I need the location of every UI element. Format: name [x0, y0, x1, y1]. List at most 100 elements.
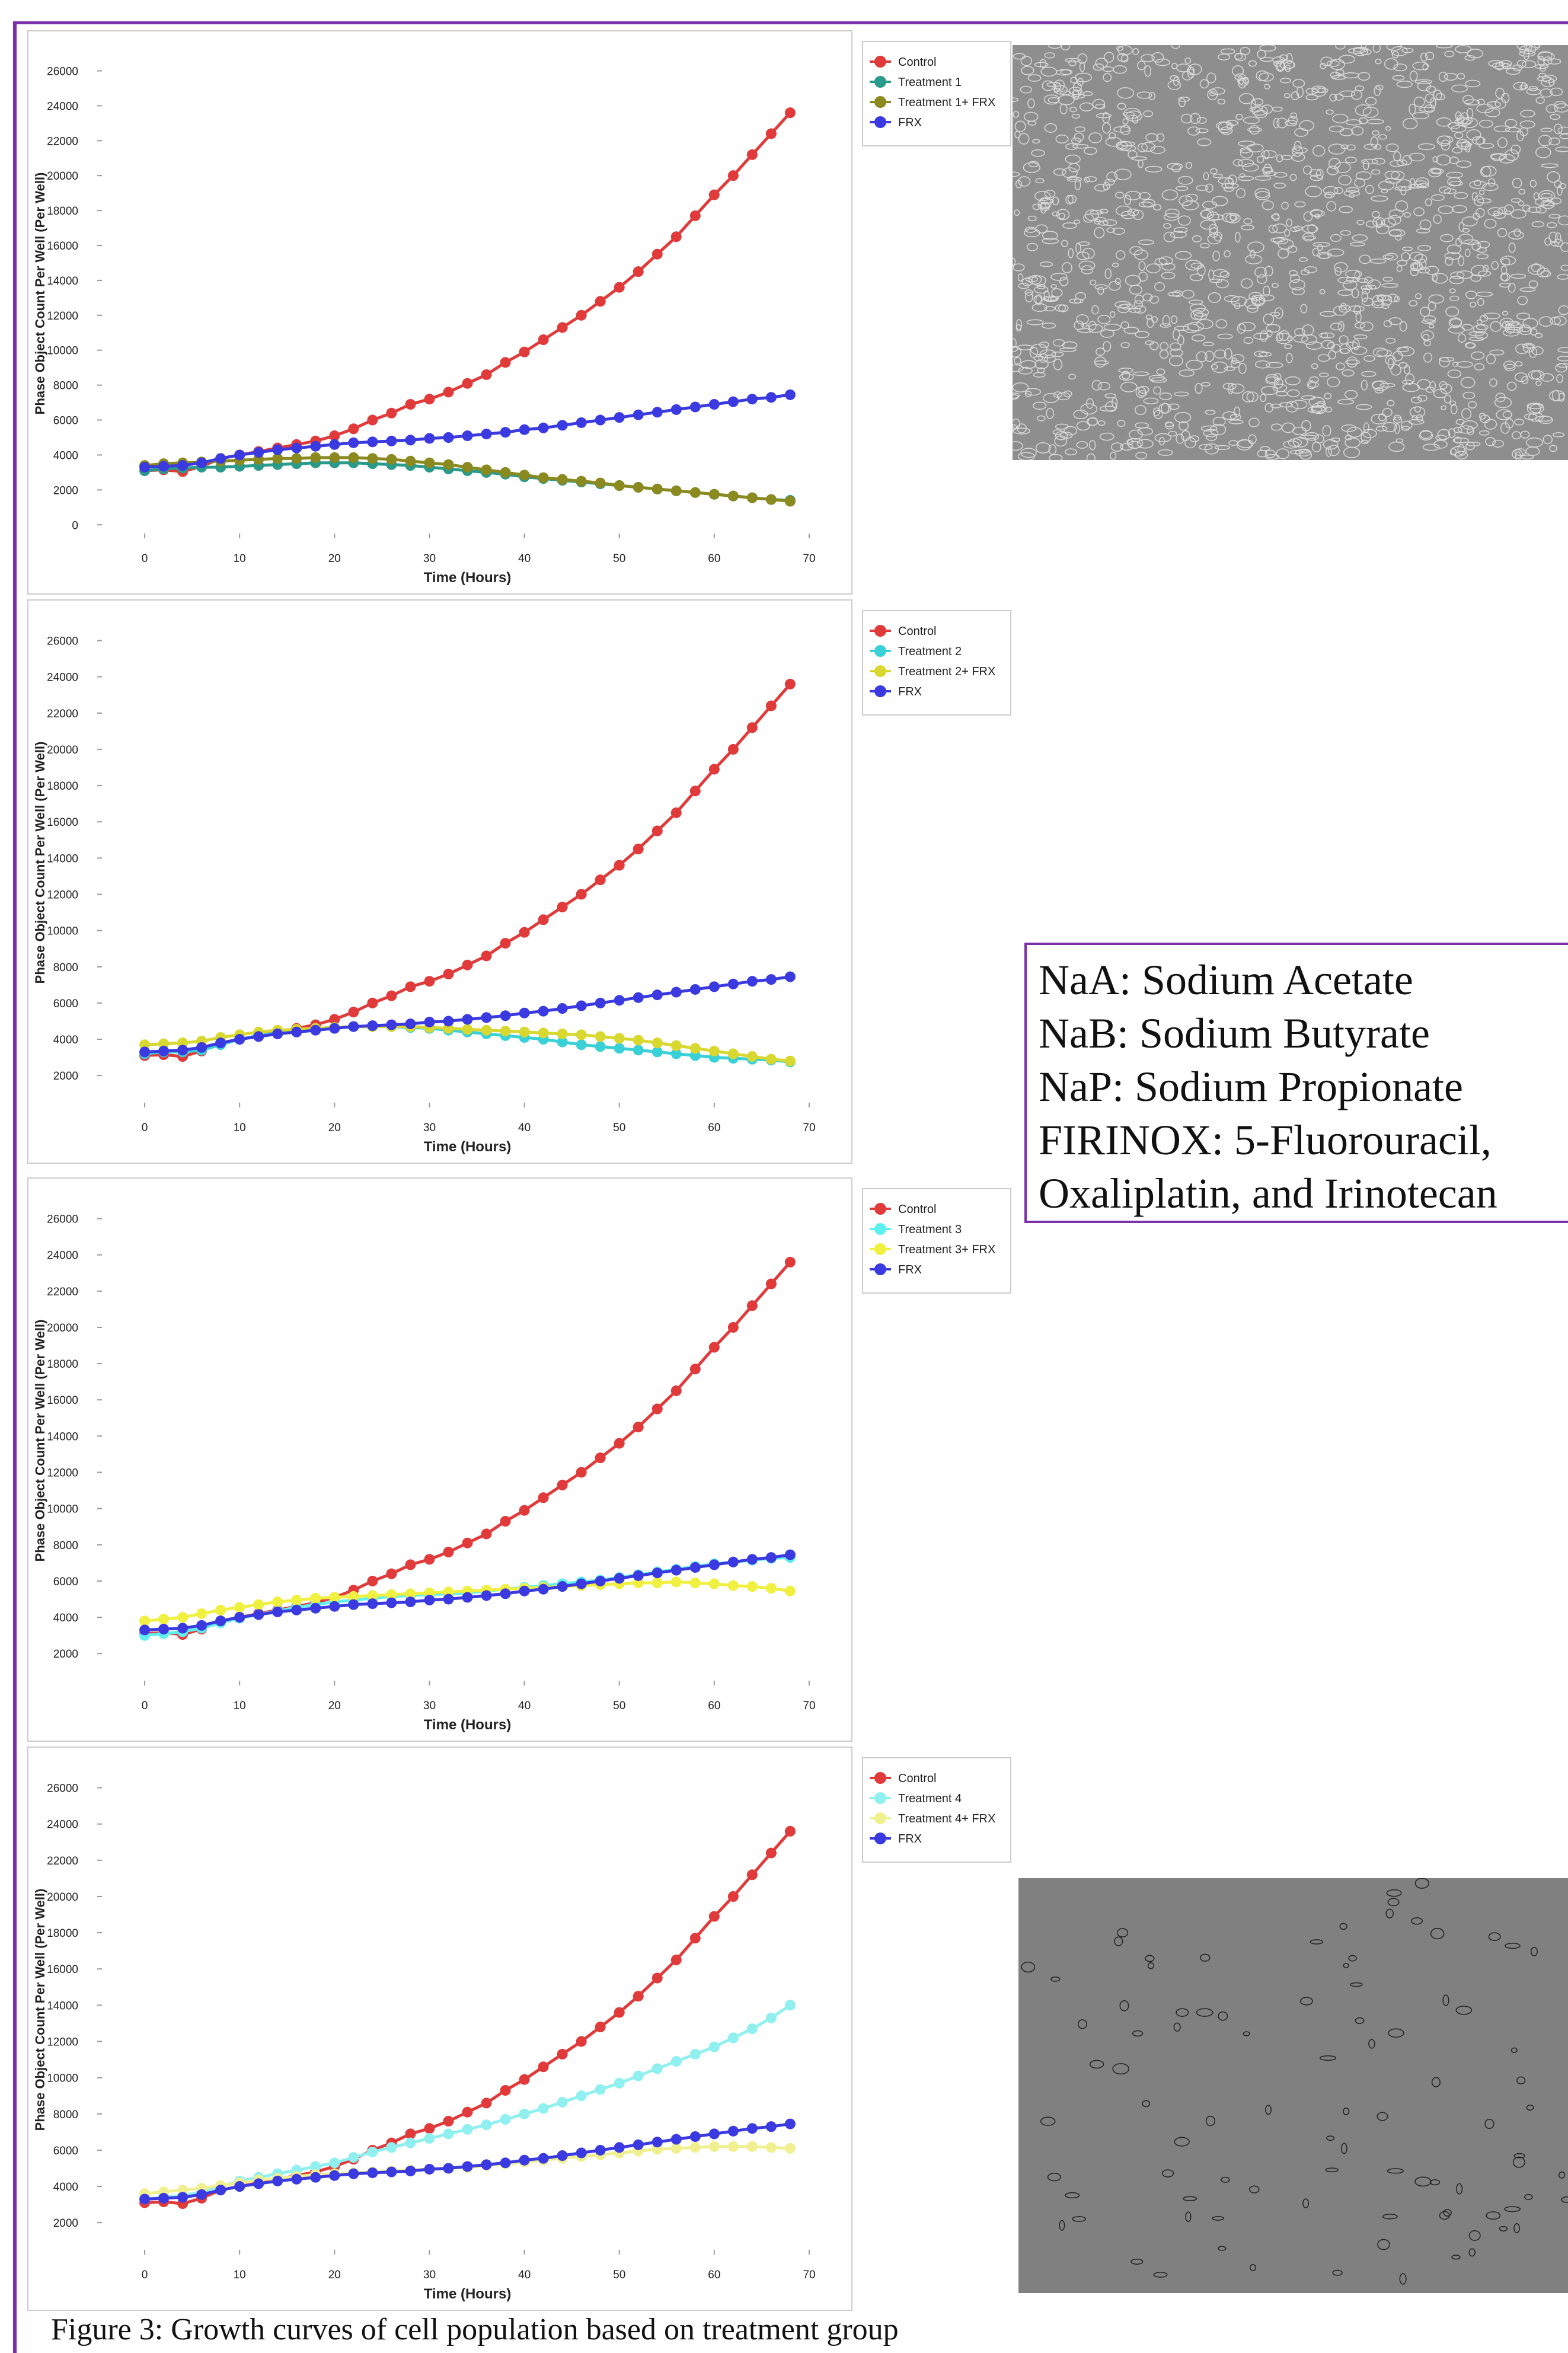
data-point [272, 2176, 283, 2186]
data-point [481, 1590, 492, 1601]
data-point [462, 430, 473, 441]
data-point [766, 1279, 777, 1289]
legend-box [863, 611, 1011, 715]
data-point [481, 950, 492, 961]
data-point [709, 1578, 720, 1589]
data-point [538, 2153, 549, 2164]
data-point [671, 1576, 682, 1587]
growth-chart: 2000400060008000100001200014000160001800… [27, 599, 1034, 1180]
data-point [652, 249, 663, 260]
data-point [234, 449, 245, 460]
data-point [652, 484, 663, 494]
y-tick-label: 18000 [47, 1927, 78, 1940]
data-point [348, 1021, 359, 1032]
data-point [633, 2071, 644, 2081]
data-point [633, 266, 644, 277]
data-point [443, 387, 454, 397]
data-point [462, 2161, 473, 2172]
data-point [329, 1601, 340, 1612]
data-point [633, 1991, 644, 2001]
data-point [253, 2178, 264, 2189]
data-point [690, 2049, 701, 2060]
data-point [728, 2126, 739, 2137]
data-point [405, 456, 416, 467]
legend-marker [874, 1772, 886, 1784]
data-point [595, 998, 606, 1008]
data-point [595, 1041, 606, 1052]
y-tick-label: 22000 [47, 708, 78, 720]
growth-chart: 0200040006000800010000120001400016000180… [27, 30, 1034, 611]
data-point [633, 1045, 644, 1055]
data-point [234, 1602, 245, 1613]
data-point [595, 874, 606, 885]
data-point [500, 2157, 511, 2168]
legend-label: FRX [898, 116, 922, 129]
y-tick-label: 18000 [47, 205, 78, 218]
y-tick-label: 12000 [47, 889, 78, 901]
data-point [139, 462, 150, 472]
data-point [614, 2078, 625, 2089]
data-point [348, 1599, 359, 1610]
data-point [177, 1623, 188, 1633]
data-point [253, 447, 264, 458]
y-tick-label: 26000 [47, 1214, 78, 1226]
legend-label: Treatment 1+ FRX [898, 96, 995, 109]
legend-marker [874, 1243, 886, 1255]
data-point [690, 487, 701, 498]
data-point [766, 1054, 777, 1065]
data-point [291, 1595, 302, 1605]
x-tick-label: 10 [234, 2269, 246, 2281]
data-point [443, 2128, 454, 2139]
data-point [500, 1010, 511, 1021]
data-point [671, 987, 682, 998]
legend-label: Control [898, 56, 936, 69]
data-point [747, 1869, 758, 1880]
data-point [386, 436, 397, 446]
abbreviation-line: NaP: Sodium Propionate [1039, 1060, 1556, 1113]
legend-label: FRX [898, 1263, 922, 1276]
data-point [633, 844, 644, 854]
data-point [671, 807, 682, 818]
y-tick-label: 2000 [53, 484, 78, 497]
data-point [728, 170, 739, 181]
y-tick-label: 22000 [47, 1855, 78, 1867]
data-point [367, 1576, 378, 1586]
data-point [462, 378, 473, 389]
data-point [424, 394, 435, 404]
data-point [671, 404, 682, 415]
data-point [576, 1029, 587, 1040]
y-tick-label: 14000 [47, 2000, 78, 2012]
data-point [595, 296, 606, 307]
abbreviation-box: NaA: Sodium AcetateNaB: Sodium ButyrateN… [1024, 943, 1568, 1223]
y-tick-label: 22000 [47, 1286, 78, 1298]
y-axis-label: Phase Object Count Per Well (Per Well) [33, 742, 47, 984]
data-point [576, 476, 587, 487]
data-point [253, 1031, 264, 1042]
data-point [348, 438, 359, 448]
x-tick-label: 70 [803, 2269, 815, 2281]
data-point [728, 397, 739, 407]
data-point [690, 401, 701, 412]
legend-label: Treatment 1 [898, 76, 962, 89]
data-point [158, 1624, 169, 1634]
data-point [576, 1000, 587, 1011]
data-point [196, 1608, 207, 1619]
data-point [177, 2192, 188, 2202]
y-tick-label: 2000 [53, 2217, 78, 2230]
y-tick-label: 6000 [53, 998, 78, 1010]
x-tick-label: 70 [803, 553, 815, 565]
data-point [690, 2131, 701, 2142]
data-point [462, 462, 473, 472]
data-point [519, 1586, 530, 1597]
data-point [272, 1597, 283, 1607]
data-point [785, 2119, 796, 2129]
data-point [481, 429, 492, 439]
legend-marker [874, 96, 886, 108]
data-point [747, 149, 758, 160]
data-point [367, 415, 378, 426]
data-point [481, 1012, 492, 1023]
data-point [690, 1043, 701, 1053]
y-tick-label: 6000 [53, 415, 78, 427]
data-point [709, 1342, 720, 1353]
y-tick-label: 8000 [53, 1540, 78, 1552]
